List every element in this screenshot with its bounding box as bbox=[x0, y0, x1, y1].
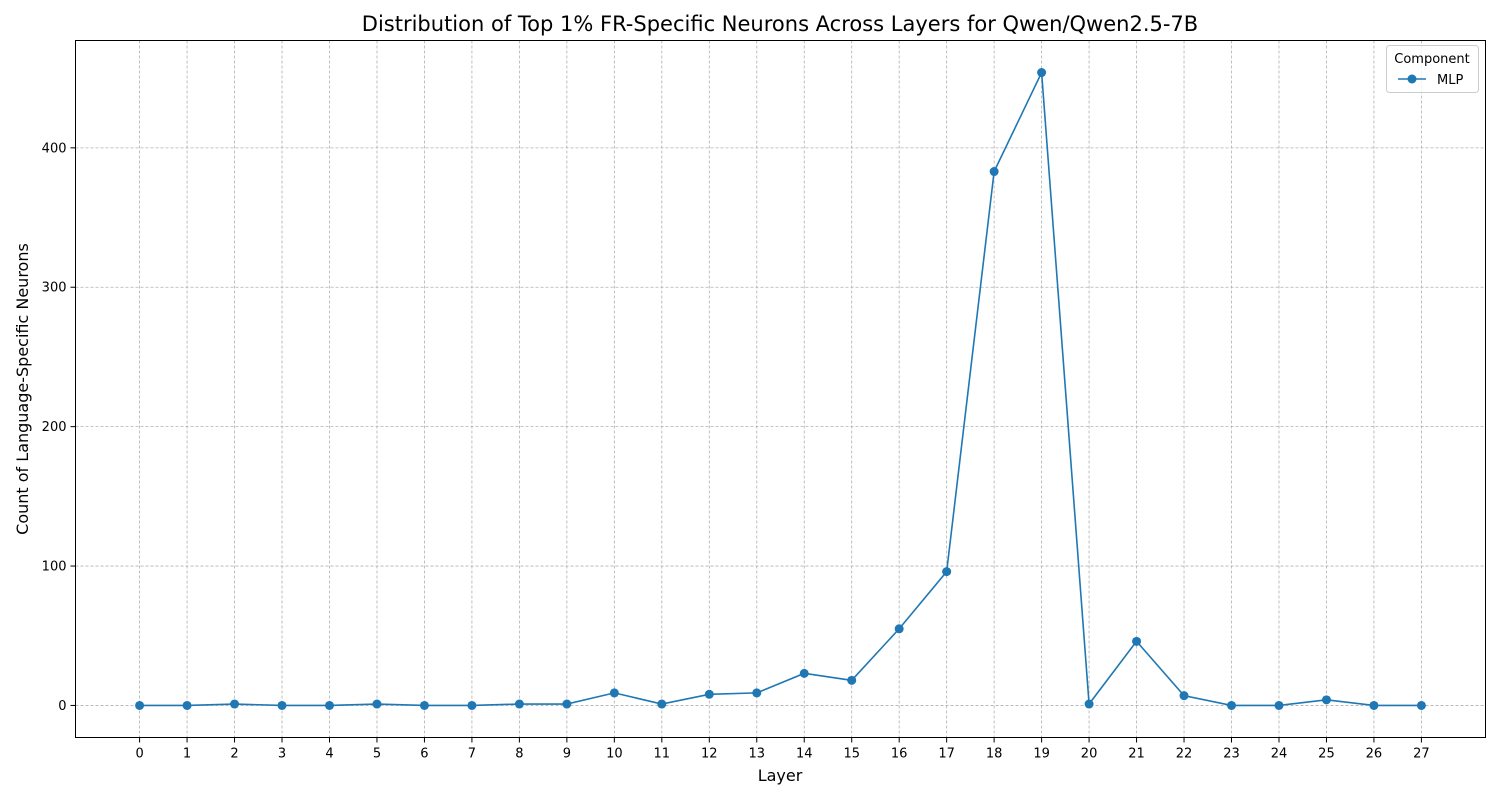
x-tick-label: 10 bbox=[606, 747, 623, 762]
x-tick-label: 5 bbox=[373, 747, 381, 762]
data-point bbox=[657, 699, 667, 709]
data-point bbox=[1274, 700, 1284, 710]
x-tick-label: 26 bbox=[1366, 747, 1383, 762]
data-point bbox=[752, 688, 762, 698]
x-tick-label: 13 bbox=[748, 747, 765, 762]
data-point bbox=[230, 699, 240, 709]
y-tick-label: 300 bbox=[42, 281, 67, 296]
x-tick-label: 6 bbox=[420, 747, 428, 762]
x-tick-label: 21 bbox=[1128, 747, 1145, 762]
y-tick-label: 200 bbox=[42, 420, 67, 435]
x-tick-label: 7 bbox=[468, 747, 476, 762]
y-tick-label: 100 bbox=[42, 560, 67, 575]
data-point bbox=[1416, 700, 1426, 710]
chart-title: Distribution of Top 1% FR-Specific Neuro… bbox=[362, 12, 1198, 36]
series-line-mlp bbox=[139, 69, 1422, 707]
data-point bbox=[704, 689, 714, 699]
x-tick-label: 23 bbox=[1223, 747, 1240, 762]
data-point bbox=[1179, 691, 1189, 701]
x-tick-label: 3 bbox=[278, 747, 286, 762]
y-tick-label: 0 bbox=[58, 699, 66, 714]
x-tick-label: 17 bbox=[938, 747, 955, 762]
legend-label-mlp: MLP bbox=[1437, 73, 1463, 88]
data-point bbox=[989, 167, 999, 177]
x-tick-label: 20 bbox=[1081, 747, 1098, 762]
x-tick-label: 4 bbox=[325, 747, 333, 762]
data-point bbox=[894, 624, 904, 634]
x-tick-label: 18 bbox=[986, 747, 1003, 762]
legend-marker-mlp bbox=[1407, 74, 1417, 84]
data-point bbox=[562, 699, 572, 709]
data-point bbox=[419, 700, 429, 710]
data-point bbox=[1227, 700, 1237, 710]
data-point bbox=[514, 699, 524, 709]
x-tick-label: 27 bbox=[1413, 747, 1430, 762]
data-point bbox=[1084, 699, 1094, 709]
data-point bbox=[1321, 695, 1331, 705]
data-point bbox=[135, 700, 145, 710]
x-tick-label: 19 bbox=[1033, 747, 1050, 762]
data-point bbox=[182, 700, 192, 710]
x-tick-label: 12 bbox=[701, 747, 718, 762]
x-tick-label: 9 bbox=[563, 747, 571, 762]
plot-area-frame bbox=[75, 40, 1486, 738]
x-tick-label: 11 bbox=[654, 747, 671, 762]
x-axis-label: Layer bbox=[758, 766, 803, 785]
x-tick-label: 1 bbox=[183, 747, 191, 762]
data-point bbox=[467, 700, 477, 710]
y-axis: 0 100 200 300 400 bbox=[42, 141, 76, 714]
data-point bbox=[799, 668, 809, 678]
x-tick-label: 25 bbox=[1318, 747, 1335, 762]
x-tick-label: 14 bbox=[796, 747, 813, 762]
data-point bbox=[1369, 700, 1379, 710]
x-tick-label: 16 bbox=[891, 747, 908, 762]
x-tick-label: 15 bbox=[843, 747, 860, 762]
x-tick-label: 24 bbox=[1271, 747, 1288, 762]
x-tick-label: 8 bbox=[515, 747, 523, 762]
data-point bbox=[372, 699, 382, 709]
grid-lines bbox=[75, 40, 1486, 738]
legend: Component MLP bbox=[1386, 45, 1479, 93]
legend-title: Component bbox=[1394, 52, 1469, 67]
data-point bbox=[277, 700, 287, 710]
x-tick-label: 0 bbox=[135, 747, 143, 762]
series-layer bbox=[135, 68, 1426, 710]
y-tick-label: 400 bbox=[42, 141, 67, 156]
x-tick-label: 22 bbox=[1176, 747, 1193, 762]
data-point bbox=[324, 700, 334, 710]
data-point bbox=[609, 688, 619, 698]
data-point bbox=[1132, 636, 1142, 646]
y-axis-label: Count of Language-Specific Neurons bbox=[13, 243, 32, 535]
x-axis: 0 1 2 3 4 5 6 7 8 9 10 11 12 13 14 15 16 17 18 19 20 21 22 23 24… bbox=[135, 737, 1430, 762]
data-point bbox=[942, 567, 952, 577]
data-point bbox=[1037, 68, 1047, 78]
data-point bbox=[847, 675, 857, 685]
x-tick-label: 2 bbox=[230, 747, 238, 762]
